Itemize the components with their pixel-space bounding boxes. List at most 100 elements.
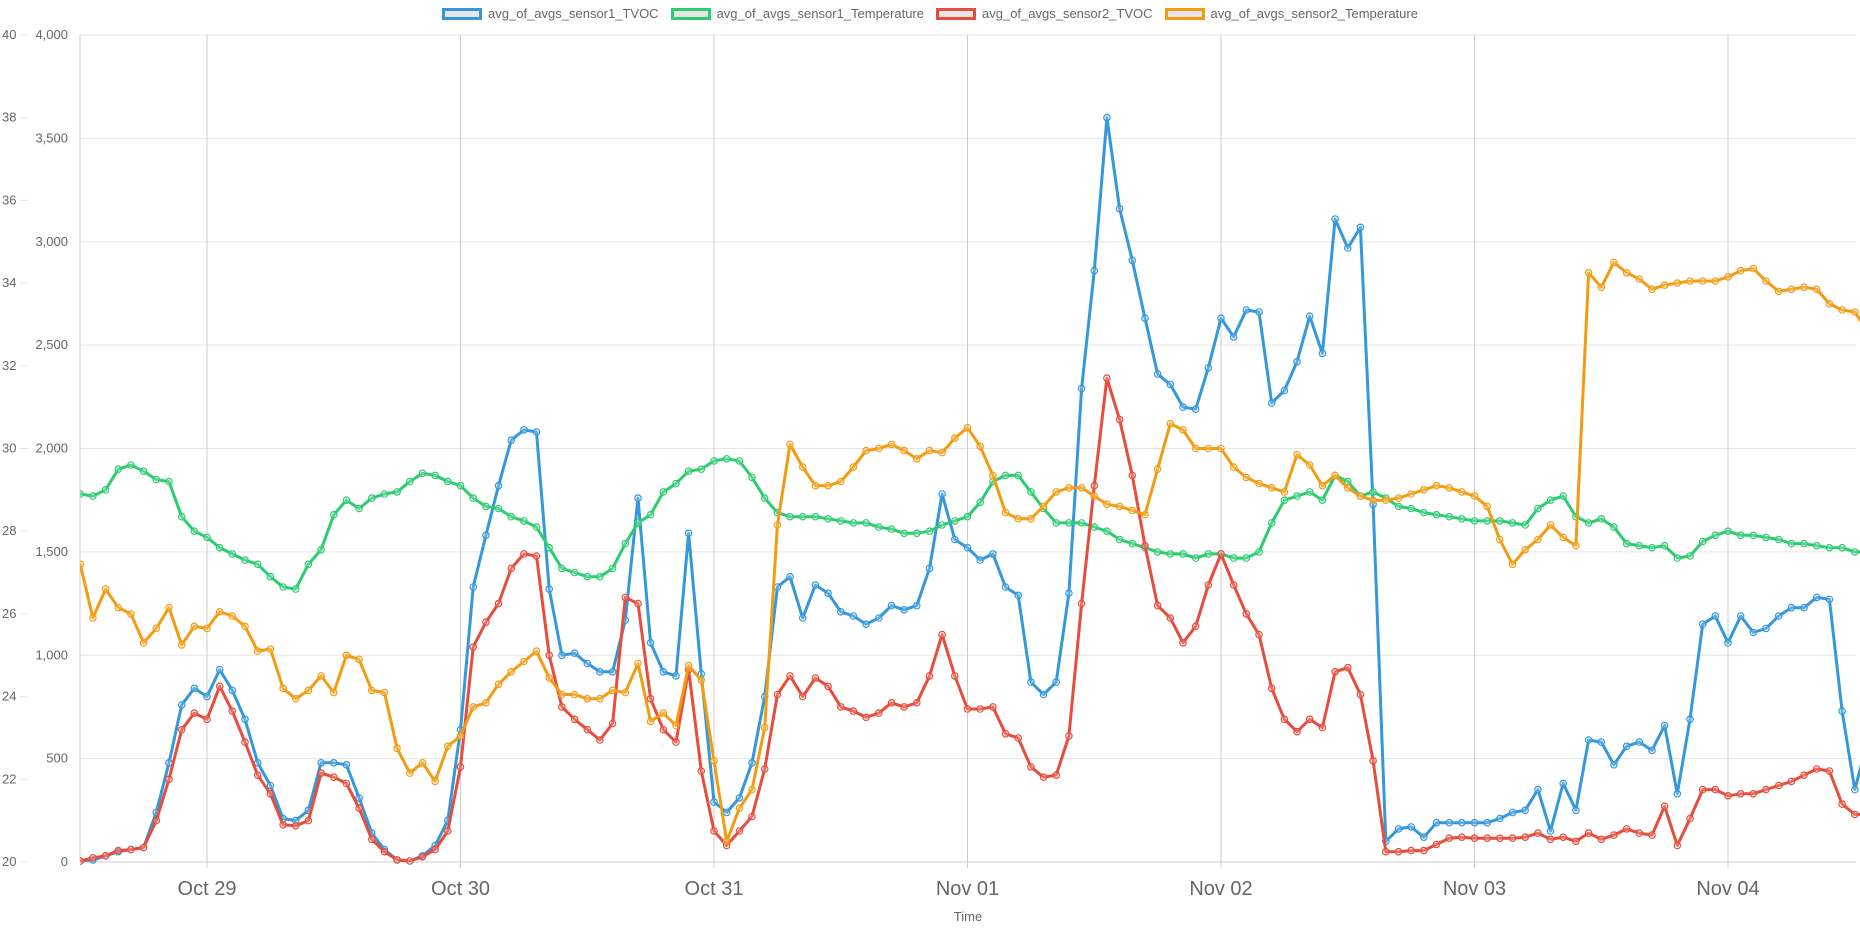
data-point[interactable] bbox=[291, 821, 300, 830]
data-point[interactable] bbox=[697, 767, 706, 775]
data-point[interactable] bbox=[482, 698, 490, 707]
data-point[interactable] bbox=[77, 560, 85, 569]
data-point[interactable] bbox=[1204, 364, 1213, 372]
data-point[interactable] bbox=[1572, 806, 1580, 815]
data-point[interactable] bbox=[887, 601, 896, 610]
data-point[interactable] bbox=[1115, 502, 1124, 511]
data-point[interactable] bbox=[912, 454, 921, 463]
data-point[interactable] bbox=[317, 545, 325, 554]
data-point[interactable] bbox=[1496, 517, 1504, 525]
data-point[interactable] bbox=[646, 717, 655, 726]
data-point[interactable] bbox=[1572, 541, 1580, 550]
data-point[interactable] bbox=[1382, 847, 1390, 856]
data-point[interactable] bbox=[1280, 386, 1289, 395]
data-point[interactable] bbox=[1052, 519, 1061, 527]
data-point[interactable] bbox=[558, 564, 566, 573]
data-point[interactable] bbox=[710, 798, 718, 806]
data-point[interactable] bbox=[89, 614, 97, 622]
data-point[interactable] bbox=[1774, 287, 1783, 296]
data-point[interactable] bbox=[824, 589, 832, 598]
data-point[interactable] bbox=[1584, 829, 1593, 837]
data-point[interactable] bbox=[836, 477, 845, 486]
data-point[interactable] bbox=[760, 765, 769, 773]
data-point[interactable] bbox=[1686, 814, 1694, 823]
data-point[interactable] bbox=[1293, 727, 1301, 736]
data-point[interactable] bbox=[253, 758, 262, 767]
data-point[interactable] bbox=[735, 794, 744, 802]
data-point[interactable] bbox=[1128, 256, 1137, 265]
data-point[interactable] bbox=[697, 465, 706, 474]
data-point[interactable] bbox=[634, 519, 642, 527]
data-point[interactable] bbox=[786, 572, 794, 581]
data-point[interactable] bbox=[1280, 715, 1289, 724]
data-point[interactable] bbox=[1597, 514, 1606, 523]
data-point[interactable] bbox=[253, 560, 262, 569]
data-point[interactable] bbox=[1508, 519, 1517, 527]
data-point[interactable] bbox=[342, 760, 351, 769]
data-point[interactable] bbox=[469, 494, 478, 502]
data-point[interactable] bbox=[1318, 349, 1327, 358]
data-point[interactable] bbox=[583, 659, 592, 668]
data-point[interactable] bbox=[494, 504, 503, 513]
data-point[interactable] bbox=[1724, 273, 1732, 281]
data-point[interactable] bbox=[1851, 810, 1859, 819]
data-point[interactable] bbox=[1610, 760, 1618, 769]
data-point[interactable] bbox=[1077, 519, 1086, 527]
data-point[interactable] bbox=[672, 479, 680, 488]
data-point[interactable] bbox=[215, 543, 224, 552]
data-point[interactable] bbox=[1458, 514, 1466, 523]
data-point[interactable] bbox=[1521, 806, 1530, 815]
data-point[interactable] bbox=[583, 694, 592, 703]
data-point[interactable] bbox=[760, 723, 769, 732]
data-point[interactable] bbox=[1052, 771, 1061, 780]
data-point[interactable] bbox=[1166, 614, 1175, 622]
data-point[interactable] bbox=[1698, 277, 1707, 285]
data-point[interactable] bbox=[1280, 488, 1289, 496]
data-point[interactable] bbox=[291, 585, 300, 593]
data-point[interactable] bbox=[1749, 264, 1758, 273]
data-point[interactable] bbox=[355, 655, 363, 664]
data-point[interactable] bbox=[127, 845, 135, 854]
data-point[interactable] bbox=[558, 651, 566, 660]
data-point[interactable] bbox=[1242, 554, 1251, 562]
data-point[interactable] bbox=[798, 614, 807, 622]
data-point[interactable] bbox=[532, 428, 541, 436]
data-point[interactable] bbox=[1432, 840, 1441, 849]
data-point[interactable] bbox=[165, 603, 173, 612]
data-point[interactable] bbox=[1115, 204, 1124, 213]
data-point[interactable] bbox=[1153, 601, 1162, 610]
data-point[interactable] bbox=[1407, 846, 1415, 855]
data-point[interactable] bbox=[520, 517, 528, 525]
data-point[interactable] bbox=[646, 638, 655, 647]
data-point[interactable] bbox=[1027, 514, 1035, 523]
data-point[interactable] bbox=[228, 686, 237, 695]
data-point[interactable] bbox=[89, 854, 97, 862]
data-point[interactable] bbox=[1166, 380, 1175, 389]
data-point[interactable] bbox=[405, 857, 414, 865]
data-point[interactable] bbox=[1673, 554, 1682, 562]
data-point[interactable] bbox=[1508, 808, 1517, 817]
data-point[interactable] bbox=[824, 514, 832, 523]
data-point[interactable] bbox=[1534, 829, 1542, 837]
data-point[interactable] bbox=[824, 682, 832, 691]
data-point[interactable] bbox=[621, 688, 630, 697]
data-point[interactable] bbox=[1660, 721, 1669, 730]
data-point[interactable] bbox=[963, 512, 972, 521]
data-point[interactable] bbox=[1331, 667, 1339, 676]
data-point[interactable] bbox=[1039, 502, 1048, 511]
data-point[interactable] bbox=[773, 521, 782, 529]
data-point[interactable] bbox=[1077, 483, 1086, 492]
data-point[interactable] bbox=[1787, 285, 1796, 294]
data-point[interactable] bbox=[266, 781, 275, 790]
data-point[interactable] bbox=[1369, 488, 1377, 496]
data-point[interactable] bbox=[1584, 736, 1593, 744]
data-point[interactable] bbox=[127, 461, 135, 469]
data-point[interactable] bbox=[1090, 523, 1099, 531]
data-point[interactable] bbox=[520, 657, 528, 666]
data-point[interactable] bbox=[583, 725, 592, 734]
data-point[interactable] bbox=[1141, 541, 1149, 550]
data-point[interactable] bbox=[1698, 620, 1707, 629]
data-point[interactable] bbox=[862, 620, 870, 629]
data-point[interactable] bbox=[1420, 846, 1428, 855]
data-point[interactable] bbox=[1458, 488, 1466, 496]
